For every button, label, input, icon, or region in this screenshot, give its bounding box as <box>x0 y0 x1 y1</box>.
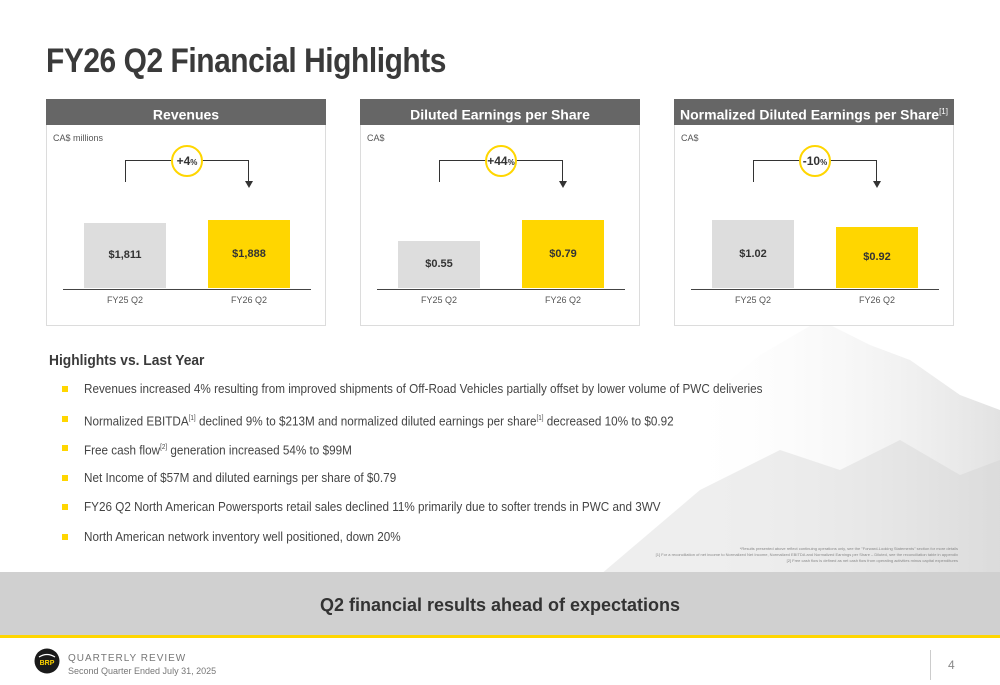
page-title: FY26 Q2 Financial Highlights <box>46 42 446 80</box>
change-value: +4 <box>176 154 191 168</box>
arrow-down-icon <box>559 181 567 188</box>
panel-heading: Normalized Diluted Earnings per Share[1] <box>674 99 954 125</box>
bullet-square-icon <box>62 474 68 481</box>
footnote-line: *Results presented above reflect continu… <box>739 546 958 551</box>
x-axis <box>63 289 311 290</box>
footer-title: QUARTERLY REVIEW <box>68 653 187 664</box>
x-tick-label: FY26 Q2 <box>544 295 582 305</box>
bullet-text-part: Normalized EBITDA <box>84 412 189 428</box>
bar-fy26q2: $0.79 <box>522 220 604 288</box>
list-item: Revenues increased 4% resulting from imp… <box>62 380 942 410</box>
list-item: Normalized EBITDA[1] declined 9% to $213… <box>62 410 942 440</box>
bar-label: $1.02 <box>739 248 767 260</box>
x-axis <box>691 289 939 290</box>
page-number: 4 <box>948 658 955 672</box>
unit-label: CA$ <box>681 133 699 143</box>
highlights-list: Revenues increased 4% resulting from imp… <box>62 380 942 557</box>
diluted-eps-panel: Diluted Earnings per Share CA$ +44% $0.5… <box>360 99 640 326</box>
change-percent-sign: % <box>507 158 515 167</box>
summary-banner: Q2 financial results ahead of expectatio… <box>0 572 1000 638</box>
change-badge: +44% <box>485 145 517 177</box>
change-value: +44 <box>487 154 508 168</box>
arrow-down-icon <box>873 181 881 188</box>
bar-label: $1,811 <box>108 249 142 262</box>
footnote-line: [1] For a reconciliation of net income t… <box>655 552 958 557</box>
highlights-title: Highlights vs. Last Year <box>49 352 205 369</box>
bullet-text-part: Net Income of $57M and diluted earnings … <box>84 469 397 485</box>
bar-fy25q2: $0.55 <box>398 240 480 288</box>
normalized-eps-panel: Normalized Diluted Earnings per Share[1]… <box>674 99 954 326</box>
list-item: Net Income of $57M and diluted earnings … <box>62 469 942 499</box>
unit-label: CA$ <box>367 133 385 143</box>
bullet-square-icon <box>62 386 68 392</box>
bullet-text-part: FY26 Q2 North American Powersports retai… <box>84 499 661 514</box>
bullet-text: Revenues increased 4% resulting from imp… <box>84 380 762 398</box>
footnote-ref: [1] <box>536 414 544 422</box>
bar-fy26q2: $1,888 <box>208 220 290 288</box>
bullet-text: North American network inventory well po… <box>84 528 401 546</box>
panel-heading-text: Revenues <box>152 106 220 123</box>
bar-label: $1,888 <box>232 248 266 260</box>
panel-heading-text: Diluted Earnings per Share <box>410 106 590 123</box>
x-tick-label: FY25 Q2 <box>734 295 772 305</box>
bar-label: $0.92 <box>863 251 891 264</box>
bullet-text-part: decreased 10% to $0.92 <box>543 412 674 428</box>
footnote-ref: [2] <box>160 444 168 451</box>
list-item: North American network inventory well po… <box>62 528 942 558</box>
bar-chart: CA$ -10% $1.02 $0.92 FY25 Q2 FY26 Q2 <box>674 125 954 326</box>
x-tick-label: FY25 Q2 <box>420 295 458 305</box>
brp-logo-icon: BRP <box>34 648 60 674</box>
bar-fy25q2: $1,811 <box>84 222 166 288</box>
bullet-text: FY26 Q2 North American Powersports retai… <box>84 498 661 516</box>
x-axis <box>377 289 625 290</box>
bullet-text: Normalized EBITDA[1] declined 9% to $213… <box>84 410 674 430</box>
bullet-text-part: North American network inventory well po… <box>84 528 401 544</box>
bullet-square-icon <box>62 504 68 510</box>
change-badge: +4% <box>171 145 203 177</box>
x-tick-label: FY26 Q2 <box>858 295 896 305</box>
bullet-text-part: Revenues increased 4% resulting from imp… <box>84 381 763 396</box>
footer-subtitle: Second Quarter Ended July 31, 2025 <box>68 666 217 676</box>
bar-chart: CA$ millions +4% $1,811 $1,888 FY25 Q2 F… <box>46 125 326 326</box>
footer-divider <box>930 650 931 680</box>
revenues-panel: Revenues CA$ millions +4% $1,811 $1,888 … <box>46 99 326 326</box>
bullet-square-icon <box>62 445 68 451</box>
footnote-ref: [1] <box>188 414 196 422</box>
banner-text: Q2 financial results ahead of expectatio… <box>319 595 681 615</box>
bar-label: $0.55 <box>425 258 453 271</box>
banner-accent-line <box>0 635 1000 638</box>
list-item: FY26 Q2 North American Powersports retai… <box>62 498 942 528</box>
bullet-text-part: Free cash flow <box>84 442 161 458</box>
x-tick-label: FY26 Q2 <box>230 295 268 305</box>
change-value: -10 <box>802 154 821 168</box>
list-item: Free cash flow[2] generation increased 5… <box>62 439 942 469</box>
panel-heading-text: Normalized Diluted Earnings per Share <box>680 106 940 123</box>
bullet-square-icon <box>62 415 68 422</box>
bar-chart: CA$ +44% $0.55 $0.79 FY25 Q2 FY26 Q2 <box>360 125 640 326</box>
arrow-down-icon <box>245 181 253 188</box>
panel-heading: Diluted Earnings per Share <box>360 99 640 125</box>
x-tick-label: FY25 Q2 <box>106 295 144 305</box>
bullet-text-part: generation increased 54% to $99M <box>167 442 352 458</box>
panel-heading: Revenues <box>46 99 326 125</box>
unit-label: CA$ millions <box>53 133 104 143</box>
bar-label: $0.79 <box>549 248 577 260</box>
bullet-text-part: declined 9% to $213M and normalized dilu… <box>195 412 537 428</box>
footnote-line: [2] Free cash flow is defined as net cas… <box>786 558 958 563</box>
bullet-square-icon <box>62 533 68 540</box>
bar-fy25q2: $1.02 <box>712 220 794 288</box>
panel-heading-footnote: [1] <box>939 107 948 116</box>
bar-fy26q2: $0.92 <box>836 226 918 288</box>
footnotes: *Results presented above reflect continu… <box>538 546 958 564</box>
logo-text: BRP <box>40 660 55 667</box>
change-percent-sign: % <box>190 158 198 167</box>
change-badge: -10% <box>799 145 831 177</box>
bullet-text: Free cash flow[2] generation increased 5… <box>84 439 352 459</box>
bullet-text: Net Income of $57M and diluted earnings … <box>84 469 396 487</box>
change-percent-sign: % <box>820 158 828 167</box>
